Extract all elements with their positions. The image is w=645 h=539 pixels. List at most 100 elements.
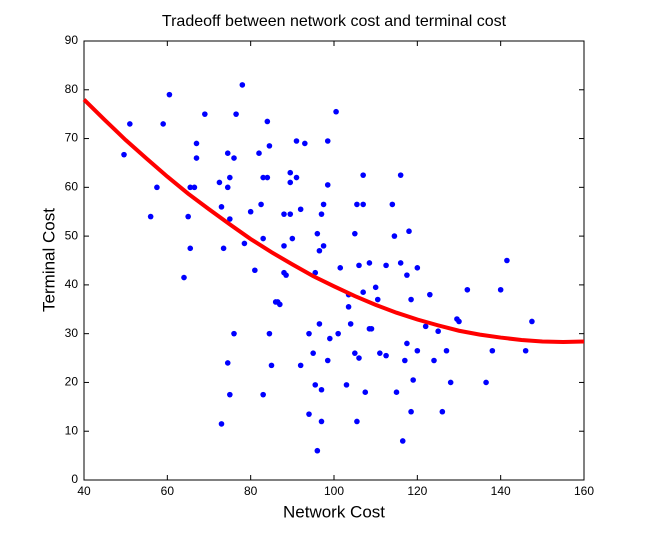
point (383, 352, 389, 359)
point (497, 286, 504, 293)
point (374, 296, 381, 303)
plot-area (83, 40, 585, 481)
point (231, 330, 237, 337)
point (327, 335, 333, 342)
y-tick-label: 90 (65, 33, 79, 47)
point (333, 108, 339, 115)
point (529, 318, 535, 325)
point (397, 172, 404, 178)
point (447, 379, 454, 386)
point (393, 389, 400, 396)
point (464, 286, 471, 293)
point (127, 121, 133, 127)
point (268, 362, 275, 369)
point (233, 111, 239, 117)
point (193, 155, 200, 161)
point (406, 228, 412, 235)
point (287, 211, 294, 217)
point (389, 201, 396, 208)
point (360, 201, 366, 208)
point (435, 328, 441, 335)
point (443, 347, 450, 354)
point (224, 150, 231, 156)
point (258, 201, 264, 208)
point (154, 184, 160, 191)
point (314, 447, 321, 454)
point (216, 179, 223, 186)
point (312, 382, 319, 388)
point (283, 272, 289, 278)
point (297, 362, 304, 369)
point (202, 111, 208, 117)
point (252, 267, 258, 274)
point (191, 184, 198, 191)
point (414, 265, 421, 271)
point (218, 204, 225, 210)
point (306, 330, 312, 337)
fit-curve (82, 98, 585, 344)
point (356, 355, 362, 361)
point (247, 208, 254, 215)
x-tick-label: 120 (407, 484, 427, 498)
point (297, 206, 304, 213)
point (383, 262, 389, 269)
point (324, 182, 331, 188)
point (121, 151, 127, 158)
point (227, 391, 233, 398)
x-tick-label: 40 (77, 484, 91, 498)
point (522, 347, 529, 354)
point (399, 438, 406, 444)
point (185, 213, 191, 220)
point (287, 169, 294, 176)
x-tick-label: 80 (244, 484, 258, 498)
point (160, 121, 166, 127)
point (431, 357, 437, 364)
point (187, 184, 194, 191)
point (147, 213, 154, 220)
point (318, 418, 325, 425)
point (316, 321, 323, 327)
point (239, 82, 246, 88)
point (504, 257, 510, 264)
point (360, 172, 366, 178)
point (306, 411, 312, 417)
point (316, 247, 323, 254)
point (377, 350, 383, 356)
point (354, 418, 360, 425)
point (362, 389, 369, 396)
x-tick-label: 160 (574, 484, 594, 498)
point (408, 408, 414, 415)
point (260, 174, 266, 181)
point (318, 211, 325, 217)
point (314, 230, 321, 237)
y-tick-label: 30 (65, 326, 79, 340)
point (347, 321, 354, 327)
point (264, 118, 271, 125)
point (402, 357, 408, 364)
point (224, 360, 231, 366)
point (293, 138, 300, 144)
point (266, 143, 273, 149)
point (277, 301, 283, 308)
point (324, 138, 331, 144)
point (404, 340, 410, 347)
point (181, 274, 187, 281)
x-tick-label: 140 (491, 484, 511, 498)
point (281, 211, 287, 217)
point (456, 318, 462, 325)
y-tick-label: 0 (71, 472, 78, 486)
point (345, 304, 352, 310)
y-axis-label: Terminal Cost (39, 208, 58, 312)
point (220, 245, 227, 252)
point (414, 347, 421, 354)
point (410, 377, 416, 383)
point (264, 174, 271, 181)
y-tick-label: 10 (65, 423, 79, 437)
point (483, 379, 489, 386)
point (320, 243, 327, 249)
point (310, 350, 316, 356)
point (260, 235, 266, 242)
point (439, 408, 446, 415)
point (352, 230, 358, 237)
point (256, 150, 262, 156)
